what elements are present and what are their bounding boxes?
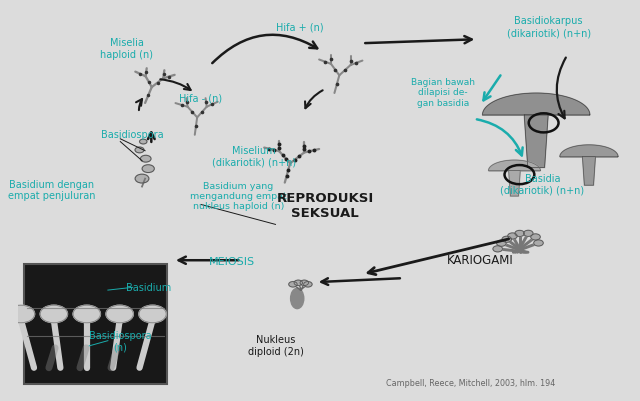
Text: Basidiospora
(n): Basidiospora (n)	[89, 331, 152, 352]
Text: Miselium
(dikariotik) (n+n): Miselium (dikariotik) (n+n)	[212, 146, 296, 168]
Text: Basidia
(dikariotik) (n+n): Basidia (dikariotik) (n+n)	[500, 174, 584, 195]
Polygon shape	[488, 160, 540, 171]
Text: REPRODUKSI
SEKSUAL: REPRODUKSI SEKSUAL	[276, 192, 374, 221]
Circle shape	[303, 282, 312, 287]
Circle shape	[140, 139, 147, 144]
Circle shape	[140, 155, 151, 162]
Text: Campbell, Reece, Mitchell, 2003, hlm. 194: Campbell, Reece, Mitchell, 2003, hlm. 19…	[387, 379, 556, 388]
Text: Basidium: Basidium	[125, 283, 171, 293]
Polygon shape	[582, 157, 595, 185]
Polygon shape	[509, 171, 520, 196]
Text: Miselia
haploid (n): Miselia haploid (n)	[100, 38, 153, 60]
Circle shape	[508, 233, 517, 239]
Circle shape	[497, 240, 506, 246]
Polygon shape	[524, 115, 548, 168]
Text: Hifa + (n): Hifa + (n)	[276, 22, 324, 32]
Circle shape	[139, 305, 166, 323]
Circle shape	[135, 174, 149, 183]
Circle shape	[135, 147, 144, 153]
Text: Nukleus
diploid (2n): Nukleus diploid (2n)	[248, 335, 303, 356]
Circle shape	[502, 236, 511, 242]
Circle shape	[7, 305, 35, 323]
Text: MEIOSIS: MEIOSIS	[209, 257, 255, 267]
Circle shape	[493, 246, 502, 252]
Text: Hifa - (n): Hifa - (n)	[179, 94, 223, 104]
Text: Basidiospora: Basidiospora	[101, 130, 164, 140]
Circle shape	[515, 230, 524, 237]
Ellipse shape	[291, 288, 304, 309]
Circle shape	[73, 305, 100, 323]
Text: Basidium yang
mengandung empat
nukleus haploid (n): Basidium yang mengandung empat nukleus h…	[190, 182, 287, 211]
Circle shape	[300, 280, 308, 286]
Circle shape	[534, 240, 543, 246]
Text: KARIOGAMI: KARIOGAMI	[447, 254, 514, 267]
Circle shape	[531, 234, 540, 240]
Circle shape	[524, 230, 533, 236]
Circle shape	[289, 282, 297, 287]
Circle shape	[142, 165, 154, 172]
Polygon shape	[483, 93, 590, 115]
Circle shape	[294, 280, 303, 286]
Text: Bagian bawah
dilapisi de-
gan basidia: Bagian bawah dilapisi de- gan basidia	[411, 78, 475, 108]
Text: Basidium dengan
empat penjuluran: Basidium dengan empat penjuluran	[8, 180, 96, 201]
Circle shape	[106, 305, 133, 323]
FancyBboxPatch shape	[24, 264, 167, 384]
Circle shape	[40, 305, 67, 323]
Text: Basidiokarpus
(dikariotik) (n+n): Basidiokarpus (dikariotik) (n+n)	[506, 16, 591, 38]
Polygon shape	[560, 145, 618, 157]
